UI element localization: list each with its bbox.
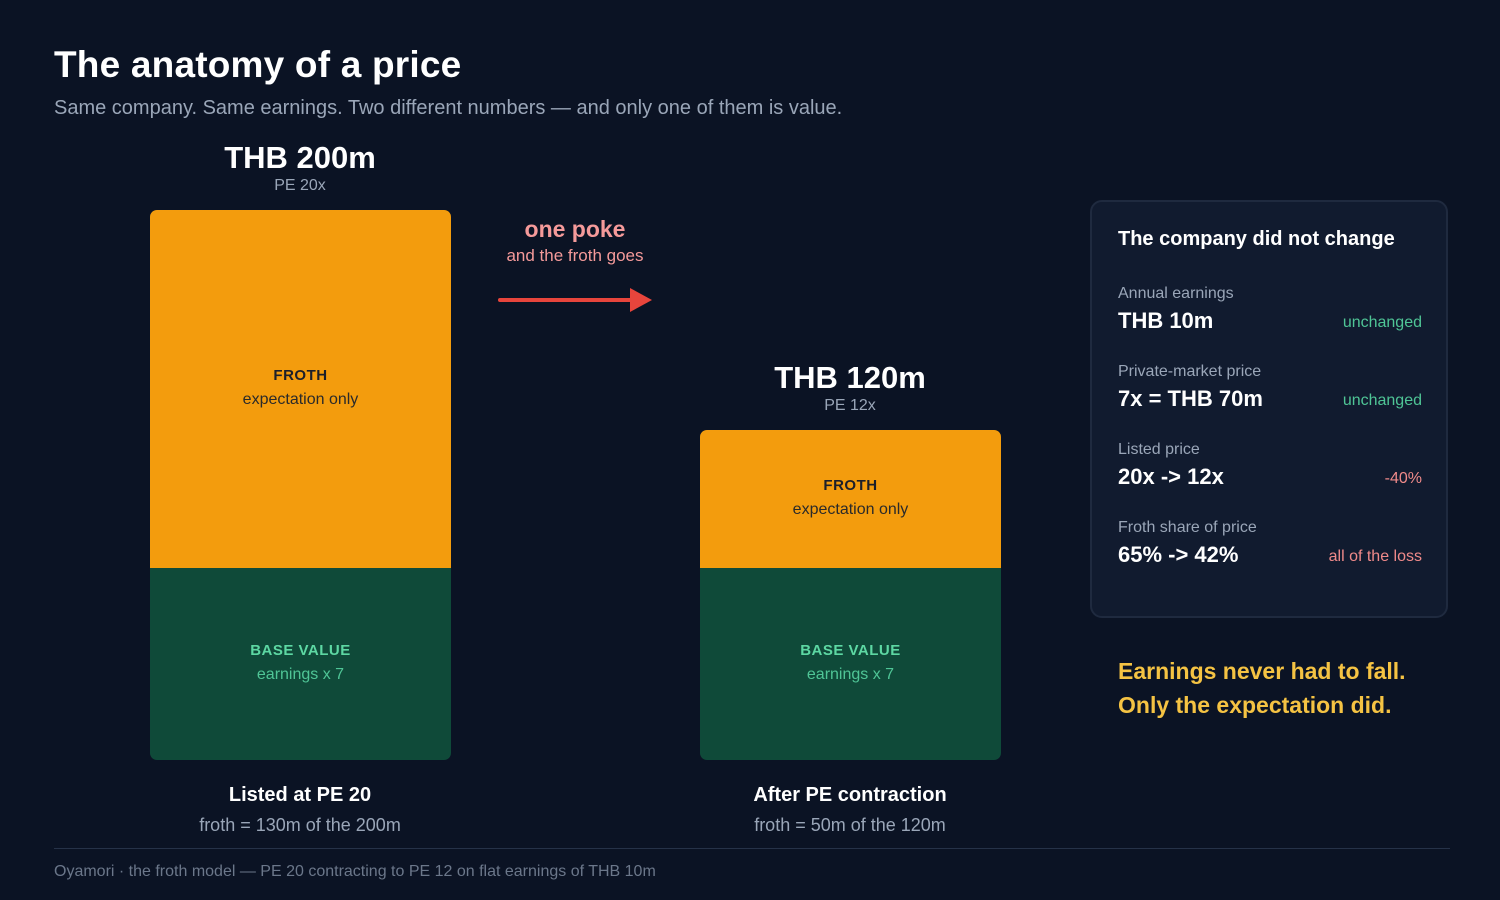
segment-title: BASE VALUE [800,641,901,659]
segment-title: BASE VALUE [250,641,351,659]
row-status: unchanged [1342,392,1422,409]
footer-note: Oyamori · the froth model — PE 20 contra… [54,863,656,880]
row-value: 7x = THB 70m [1118,386,1263,411]
punchline-line1: Earnings never had to fall. [1118,658,1406,684]
bar-head-listed: THB 200m PE 20x [150,140,450,196]
row-value: THB 10m [1118,308,1214,333]
row-label: Listed price [1118,441,1200,458]
row-label: Annual earnings [1118,285,1234,302]
summary-card: The company did not change Annual earnin… [1090,200,1448,618]
segment-title: FROTH [823,476,878,494]
segment-subtitle: earnings x 7 [256,665,345,683]
segment-title: FROTH [273,366,328,384]
transition-line1: one poke [524,216,626,242]
page-subtitle: Same company. Same earnings. Two differe… [54,97,843,119]
row-status: unchanged [1342,314,1422,331]
bar-caption-listed: Listed at PE 20 froth = 130m of the 200m [150,782,450,838]
row-label: Froth share of price [1118,519,1257,536]
bar-segment-base: BASE VALUE earnings x 7 [700,567,1001,760]
punchline: Earnings never had to fall. Only the exp… [1118,654,1406,722]
bar-category-label: Listed at PE 20 [228,784,372,806]
segment-subtitle: earnings x 7 [806,665,895,683]
bar-segment-froth: FROTH expectation only [150,210,451,568]
bar-category-label: After PE contraction [753,784,947,806]
card-title: The company did not change [1118,228,1395,250]
bar-caption-contracted: After PE contraction froth = 50m of the … [700,782,1000,838]
bar-segment-froth: FROTH expectation only [700,430,1001,568]
segment-subtitle: expectation only [792,500,909,518]
punchline-line2: Only the expectation did. [1118,692,1392,718]
card-row-earnings: Annual earnings THB 10m unchanged [1118,284,1422,344]
arrow-right-icon [498,288,652,312]
bar-head-contracted: THB 120m PE 12x [700,360,1000,416]
bar-segment-base: BASE VALUE earnings x 7 [150,567,451,760]
transition-label: one poke and the froth goes [490,214,660,268]
bar-froth-note: froth = 130m of the 200m [199,815,401,835]
footer-divider [54,848,1450,849]
bar-pe-label: PE 20x [274,177,326,194]
card-row-froth-share: Froth share of price 65% -> 42% all of t… [1118,518,1422,578]
row-label: Private-market price [1118,363,1262,380]
segment-subtitle: expectation only [242,390,359,408]
row-status: all of the loss [1328,548,1422,565]
row-value: 65% -> 42% [1118,542,1239,567]
row-status: -40% [1384,470,1422,487]
bar-pe-label: PE 12x [824,397,876,414]
bar-price-label: THB 120m [774,360,926,395]
page-title: The anatomy of a price [54,44,462,85]
bar-froth-note: froth = 50m of the 120m [754,815,946,835]
transition-line2: and the froth goes [506,246,644,265]
bar-price-label: THB 200m [224,140,376,175]
card-row-listed-price: Listed price 20x -> 12x -40% [1118,440,1422,500]
row-value: 20x -> 12x [1118,464,1224,489]
card-row-private-price: Private-market price 7x = THB 70m unchan… [1118,362,1422,422]
